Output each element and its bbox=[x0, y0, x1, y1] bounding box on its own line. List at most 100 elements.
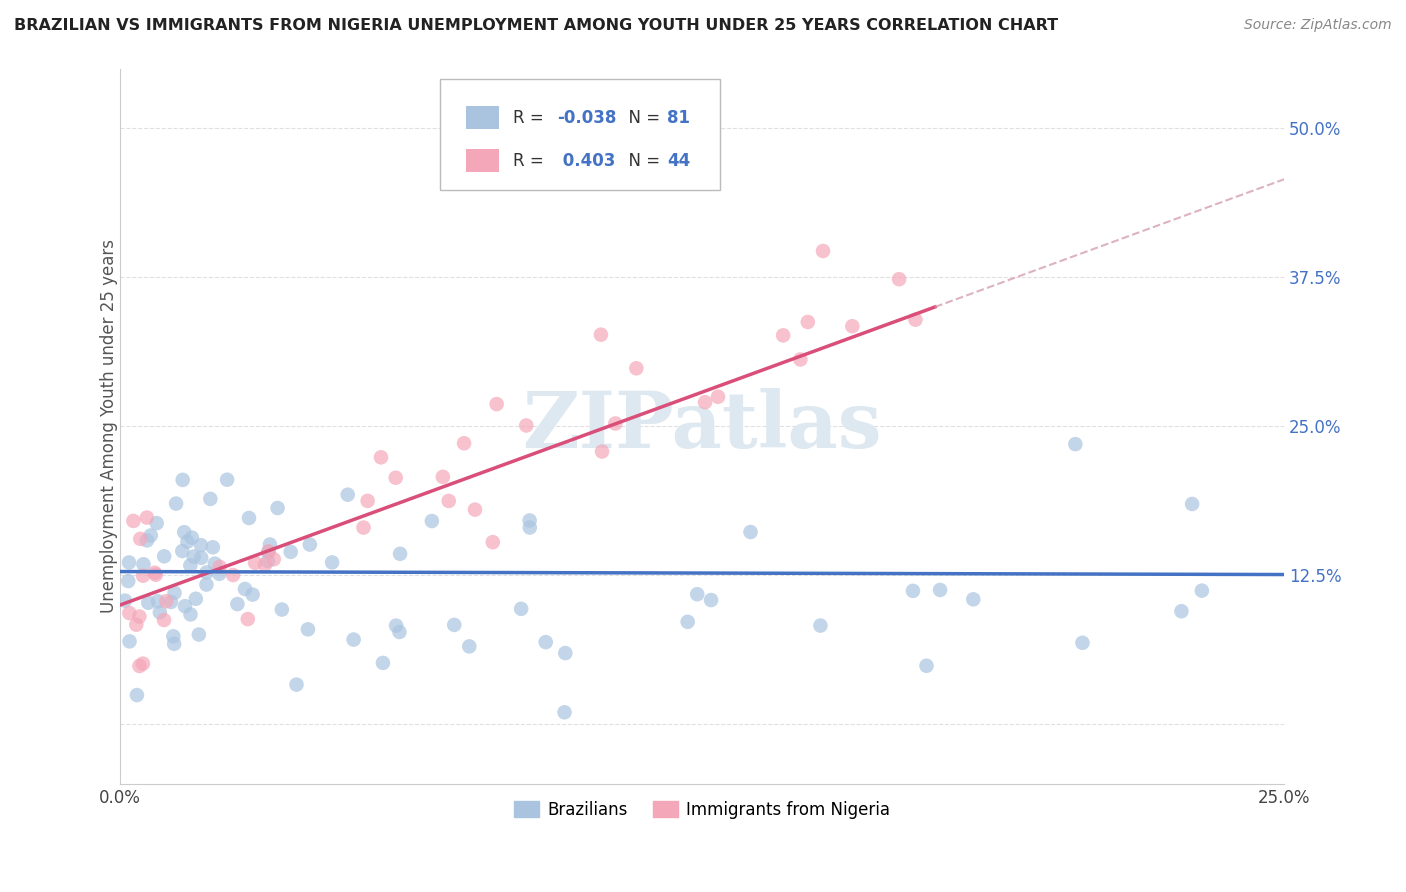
Point bbox=[190, 550, 212, 565]
Point bbox=[437, 494, 460, 508]
Point bbox=[187, 627, 209, 641]
Point bbox=[128, 609, 150, 624]
Point bbox=[163, 586, 186, 600]
Point bbox=[195, 566, 218, 580]
Point bbox=[356, 494, 378, 508]
Point bbox=[510, 602, 533, 616]
Point bbox=[481, 535, 503, 549]
Point bbox=[1071, 636, 1094, 650]
Point bbox=[136, 533, 159, 548]
Point bbox=[343, 632, 366, 647]
Point bbox=[238, 511, 260, 525]
Point bbox=[453, 436, 475, 450]
Point bbox=[519, 513, 541, 527]
Point bbox=[118, 556, 141, 570]
Point bbox=[242, 588, 264, 602]
Point bbox=[1064, 437, 1087, 451]
Point bbox=[122, 514, 145, 528]
Point bbox=[176, 534, 198, 549]
Point bbox=[263, 552, 285, 566]
Point bbox=[128, 659, 150, 673]
Point bbox=[236, 612, 259, 626]
Point bbox=[257, 544, 280, 558]
FancyBboxPatch shape bbox=[440, 79, 720, 190]
Point bbox=[132, 558, 155, 572]
Point bbox=[256, 554, 278, 568]
Point bbox=[519, 520, 541, 534]
Legend: Brazilians, Immigrants from Nigeria: Brazilians, Immigrants from Nigeria bbox=[508, 794, 897, 825]
Point bbox=[370, 450, 392, 465]
Point bbox=[1170, 604, 1192, 618]
Point bbox=[155, 594, 177, 608]
Point bbox=[887, 272, 910, 286]
Point bbox=[388, 624, 411, 639]
Point bbox=[195, 577, 218, 591]
Point bbox=[810, 618, 832, 632]
Point bbox=[183, 549, 205, 564]
Point bbox=[1181, 497, 1204, 511]
Y-axis label: Unemployment Among Youth under 25 years: Unemployment Among Youth under 25 years bbox=[100, 239, 118, 613]
Point bbox=[686, 587, 709, 601]
Point bbox=[162, 629, 184, 643]
Point bbox=[605, 417, 627, 431]
Point bbox=[270, 602, 292, 616]
Point bbox=[789, 352, 811, 367]
Point bbox=[257, 545, 280, 559]
Point bbox=[118, 606, 141, 620]
Point bbox=[534, 635, 557, 649]
Point bbox=[190, 538, 212, 552]
Text: 44: 44 bbox=[668, 152, 690, 169]
Point bbox=[136, 596, 159, 610]
Text: BRAZILIAN VS IMMIGRANTS FROM NIGERIA UNEMPLOYMENT AMONG YOUTH UNDER 25 YEARS COR: BRAZILIAN VS IMMIGRANTS FROM NIGERIA UNE… bbox=[14, 18, 1059, 33]
Point bbox=[811, 244, 834, 258]
Point bbox=[515, 418, 537, 433]
Point bbox=[204, 557, 226, 571]
Point bbox=[693, 395, 716, 409]
Text: Source: ZipAtlas.com: Source: ZipAtlas.com bbox=[1244, 18, 1392, 32]
Point bbox=[676, 615, 699, 629]
Point bbox=[591, 444, 613, 458]
Point bbox=[217, 473, 239, 487]
Point bbox=[385, 618, 408, 632]
Point bbox=[626, 361, 648, 376]
Text: 81: 81 bbox=[668, 109, 690, 127]
Point bbox=[129, 532, 152, 546]
Point bbox=[233, 582, 256, 596]
Point bbox=[297, 623, 319, 637]
Bar bbox=[465, 149, 499, 172]
Point bbox=[143, 566, 166, 580]
Point bbox=[163, 637, 186, 651]
Point bbox=[226, 597, 249, 611]
Point bbox=[443, 618, 465, 632]
Point bbox=[179, 607, 201, 622]
Bar bbox=[465, 106, 499, 129]
Point bbox=[707, 390, 730, 404]
Point bbox=[1191, 583, 1213, 598]
Point bbox=[915, 658, 938, 673]
Point bbox=[962, 592, 984, 607]
Point bbox=[125, 617, 148, 632]
Point bbox=[201, 541, 224, 555]
Point bbox=[929, 582, 952, 597]
Point bbox=[165, 497, 187, 511]
Point bbox=[371, 656, 394, 670]
Text: R =: R = bbox=[513, 109, 548, 127]
Point bbox=[554, 646, 576, 660]
Point bbox=[208, 566, 231, 581]
Point bbox=[904, 312, 927, 326]
Point bbox=[146, 594, 169, 608]
Point bbox=[901, 583, 924, 598]
Point bbox=[797, 315, 820, 329]
Point bbox=[135, 510, 157, 524]
Point bbox=[117, 574, 139, 588]
Point bbox=[222, 568, 245, 582]
Point bbox=[139, 528, 162, 542]
Text: 0.403: 0.403 bbox=[557, 152, 616, 169]
Text: N =: N = bbox=[619, 109, 666, 127]
Point bbox=[700, 593, 723, 607]
Point bbox=[266, 501, 288, 516]
Point bbox=[485, 397, 508, 411]
Text: R =: R = bbox=[513, 152, 548, 169]
Text: N =: N = bbox=[619, 152, 666, 169]
Point bbox=[285, 677, 308, 691]
